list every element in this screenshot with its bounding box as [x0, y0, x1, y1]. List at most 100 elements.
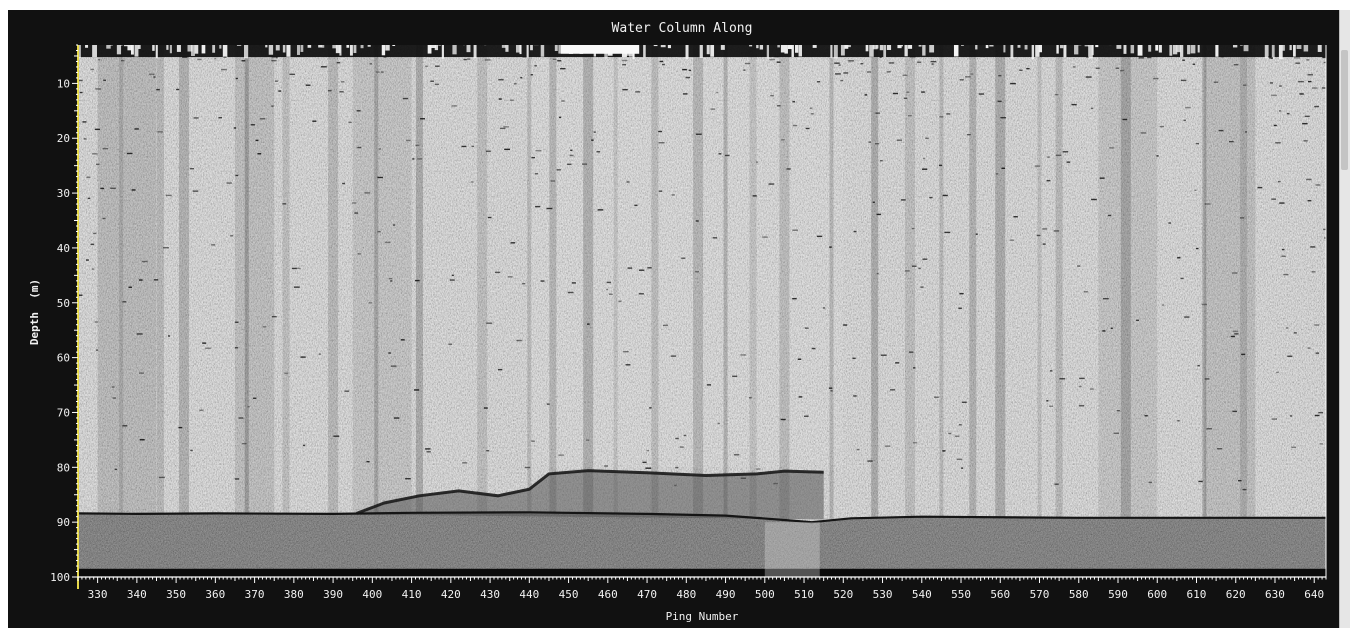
- echo-fleck: [202, 342, 207, 344]
- x-tick-label: 620: [1226, 588, 1246, 601]
- surface-spike: [176, 45, 181, 52]
- echo-fleck: [1115, 67, 1120, 69]
- echo-fleck: [153, 279, 159, 281]
- x-tick-label: 400: [362, 588, 382, 601]
- scrollbar-thumb[interactable]: [1341, 50, 1348, 170]
- echo-fleck: [623, 350, 629, 353]
- surface-spike: [1289, 45, 1292, 51]
- echo-fleck: [748, 397, 752, 399]
- echo-fleck: [780, 418, 786, 421]
- echo-fleck: [1307, 347, 1311, 349]
- echo-fleck: [895, 362, 900, 364]
- echo-fleck: [558, 454, 564, 456]
- echo-fleck: [357, 146, 362, 149]
- surface-spike: [1148, 45, 1152, 52]
- echo-fleck: [817, 81, 821, 83]
- echo-fleck: [271, 56, 277, 58]
- echo-fleck: [1062, 151, 1069, 153]
- vertical-scrollbar[interactable]: [1339, 10, 1350, 628]
- echo-fleck: [917, 61, 922, 63]
- echo-fleck: [257, 153, 262, 155]
- ping-shade-band: [97, 45, 157, 577]
- echo-fleck: [920, 286, 924, 288]
- echo-fleck: [282, 203, 287, 205]
- y-tick-label: 20: [57, 132, 70, 145]
- echo-fleck: [627, 267, 633, 269]
- echo-fleck: [1314, 414, 1320, 417]
- echo-fleck: [486, 449, 490, 452]
- echo-fleck: [377, 176, 383, 179]
- surface-spike: [667, 45, 671, 49]
- seabed-profile-line: [78, 511, 1326, 524]
- echo-fleck: [462, 462, 468, 464]
- surface-spike: [1088, 45, 1093, 59]
- echo-fleck: [792, 124, 798, 127]
- surface-spike: [1215, 45, 1219, 57]
- echo-fleck: [484, 59, 491, 61]
- echo-fleck: [95, 88, 102, 90]
- echo-fleck: [792, 229, 798, 231]
- echo-fleck: [1230, 335, 1235, 338]
- surface-spike: [1169, 45, 1173, 56]
- echo-fleck: [1206, 428, 1212, 430]
- echo-fleck: [622, 88, 628, 91]
- echo-fleck: [681, 257, 686, 259]
- echo-fleck: [1156, 155, 1159, 157]
- echo-fleck: [675, 437, 679, 440]
- echo-fleck: [1047, 156, 1050, 158]
- echo-fleck: [1216, 447, 1223, 450]
- x-tick-label: 510: [794, 588, 814, 601]
- echo-fleck: [1109, 147, 1115, 149]
- echo-fleck: [884, 445, 891, 447]
- echo-fleck: [1271, 198, 1277, 200]
- x-tick-label: 470: [637, 588, 657, 601]
- echo-fleck: [670, 355, 677, 357]
- ping-stripe: [723, 45, 728, 577]
- x-tick-label: 580: [1069, 588, 1089, 601]
- echo-fleck: [662, 324, 668, 327]
- surface-spike: [526, 45, 529, 58]
- surface-spike: [244, 45, 249, 59]
- echo-fleck: [1298, 80, 1304, 83]
- echo-fleck: [530, 74, 533, 76]
- echo-fleck: [405, 139, 411, 142]
- y-tick-label: 50: [57, 297, 70, 310]
- echo-fleck: [1054, 483, 1059, 485]
- echo-fleck: [864, 94, 868, 96]
- echo-fleck: [1315, 352, 1320, 354]
- surface-spike: [1282, 45, 1285, 51]
- echo-fleck: [485, 150, 491, 152]
- echo-fleck: [189, 167, 194, 170]
- echo-fleck: [92, 153, 98, 155]
- surface-spike: [452, 45, 457, 55]
- echo-fleck: [284, 372, 289, 374]
- echo-fleck: [78, 294, 83, 296]
- echo-fleck: [383, 56, 387, 58]
- echo-fleck: [1183, 119, 1186, 122]
- echo-fleck: [384, 241, 391, 244]
- echo-fleck: [1324, 237, 1326, 239]
- echo-fleck: [1042, 243, 1046, 245]
- echo-fleck: [78, 79, 83, 82]
- echo-fleck: [929, 196, 933, 199]
- echo-fleck: [776, 61, 781, 63]
- echo-fleck: [1275, 142, 1281, 144]
- surface-spike: [840, 45, 845, 56]
- surface-spike: [296, 45, 301, 55]
- surface-spike: [473, 45, 477, 59]
- echo-fleck: [886, 71, 891, 73]
- x-tick-label: 480: [676, 588, 696, 601]
- echo-fleck: [417, 158, 423, 160]
- echo-fleck: [534, 173, 539, 175]
- surface-spike: [92, 45, 97, 58]
- echo-fleck: [621, 59, 628, 62]
- surface-spike: [1293, 45, 1296, 57]
- x-tick-label: 360: [205, 588, 225, 601]
- surface-spike: [1017, 45, 1021, 48]
- echo-fleck: [1269, 82, 1273, 84]
- echo-fleck: [388, 352, 391, 354]
- surface-spike: [1158, 45, 1162, 53]
- echo-fleck: [902, 74, 908, 77]
- ping-stripe: [693, 45, 704, 577]
- x-axis-label: Ping Number: [666, 610, 739, 623]
